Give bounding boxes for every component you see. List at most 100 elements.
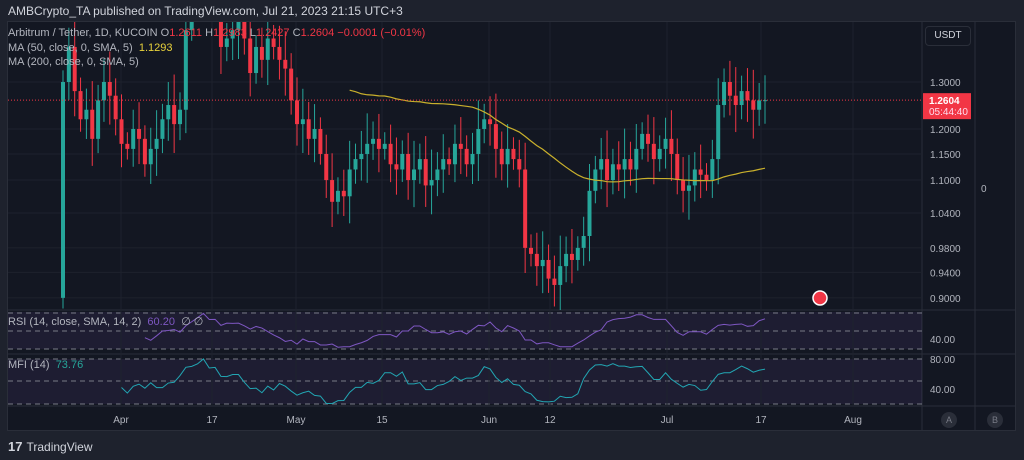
symbol-legend: Arbitrum / Tether, 1D, KUCOIN O1.2611 H1… (8, 27, 425, 39)
candle-body (634, 148, 639, 170)
candle-body (686, 185, 691, 191)
candle-body (534, 253, 539, 267)
candle-body (107, 82, 112, 96)
candle-body (218, 22, 223, 47)
tradingview-logo[interactable]: 17 TradingView (8, 439, 93, 454)
candle-body (365, 143, 370, 154)
candle-body (148, 148, 153, 165)
candle-body (698, 169, 703, 175)
candle-body (84, 109, 89, 120)
chart-frame[interactable] (7, 21, 1016, 431)
mfi-value: 73.76 (55, 359, 84, 371)
candle-body (727, 82, 732, 96)
candle-body (66, 46, 71, 82)
candle-body (452, 143, 457, 165)
candle-body (581, 236, 586, 248)
candle-body (335, 190, 340, 202)
ma50-legend[interactable]: MA (50, close, 0, SMA, 5) 1.1293 (8, 42, 173, 54)
candle-body (493, 124, 498, 149)
candle-body (406, 153, 411, 181)
candle-body (376, 138, 381, 149)
time-tick-label: 15 (376, 415, 388, 426)
time-tick-label: 17 (206, 415, 218, 426)
change-value: −0.0001 (−0.01%) (337, 27, 426, 39)
candle-body (236, 22, 241, 31)
candle-body (441, 159, 446, 170)
ma200-legend[interactable]: MA (200, close, 0, SMA, 5) (8, 56, 139, 68)
rsi-band (8, 312, 922, 349)
candle-body (704, 174, 709, 181)
time-tick-label: 17 (755, 415, 767, 426)
time-tick-label: 12 (544, 415, 556, 426)
candle-body (681, 180, 686, 191)
candle-body (464, 148, 469, 165)
candle-body (488, 119, 493, 125)
candle-body (189, 22, 194, 31)
scale-a-button[interactable]: A (941, 412, 957, 428)
candle-body (101, 82, 106, 101)
candle-body (330, 180, 335, 202)
candle-body (142, 138, 147, 165)
candle-body (300, 119, 305, 125)
candle-body (295, 100, 299, 125)
close-value: 1.2604 (300, 27, 335, 39)
price-tick-label: 0.9400 (930, 268, 961, 279)
candle-body (675, 153, 680, 181)
candle-body (482, 119, 487, 129)
logo-text: TradingView (26, 439, 93, 454)
candle-body (529, 247, 533, 254)
mfi-tick-label: 40.00 (930, 385, 955, 396)
scale-b-button[interactable]: B (987, 412, 1003, 428)
time-tick-label: Aug (844, 415, 862, 426)
candle-body (716, 105, 721, 160)
high-value: 1.2983 (213, 27, 247, 39)
rsi-tick-label: 40.00 (930, 335, 955, 346)
candle-body (739, 91, 744, 106)
candle-body (371, 138, 376, 144)
price-tick-label: 0.9000 (930, 294, 961, 305)
candle-body (745, 91, 750, 101)
candle-body (259, 46, 264, 60)
candle-body (646, 133, 650, 144)
candle-body (125, 143, 130, 149)
candle-body (382, 143, 387, 149)
price-tick-label: 1.1500 (930, 150, 961, 161)
rsi-legend[interactable]: RSI (14, close, SMA, 14, 2) 60.20 ∅ ∅ (8, 315, 203, 328)
candle-body (90, 109, 95, 139)
candle-body (458, 143, 463, 149)
mfi-legend[interactable]: MFI (14) 73.76 (8, 359, 83, 371)
time-tick-label: Jul (661, 415, 674, 426)
candle-body (558, 266, 563, 285)
candle-body (628, 159, 633, 170)
candle-body (353, 159, 358, 170)
candle-body (552, 278, 557, 285)
candle-body (172, 105, 177, 125)
open-label: O (160, 27, 170, 39)
candle-body (447, 159, 452, 165)
candle-body (669, 138, 674, 154)
candle-body (242, 22, 247, 39)
candle-body (265, 38, 270, 60)
candle-body (312, 128, 317, 139)
us-flag-event-icon (812, 290, 828, 306)
candle-body (523, 169, 528, 248)
symbol-title[interactable]: Arbitrum / Tether, 1D, KUCOIN (8, 27, 158, 39)
close-label: C (292, 27, 301, 39)
ma200-label: MA (200, close, 0, SMA, 5) (8, 56, 139, 68)
last-price-label: 1.2604 (929, 96, 960, 107)
candle-body (388, 143, 393, 165)
rsi-extra: ∅ ∅ (181, 316, 204, 328)
candle-body (710, 159, 715, 181)
time-tick-label: May (287, 415, 306, 426)
mfi-band (8, 359, 922, 404)
currency-button[interactable]: USDT (925, 26, 971, 46)
candle-body (511, 148, 516, 160)
rsi-value: 60.20 (147, 316, 175, 328)
candle-body (306, 119, 311, 139)
candle-body (166, 105, 171, 120)
candle-body (616, 164, 621, 170)
ma50-value: 1.1293 (138, 42, 173, 54)
candle-body (394, 164, 399, 170)
price-tick-label: 0.9800 (930, 244, 961, 255)
